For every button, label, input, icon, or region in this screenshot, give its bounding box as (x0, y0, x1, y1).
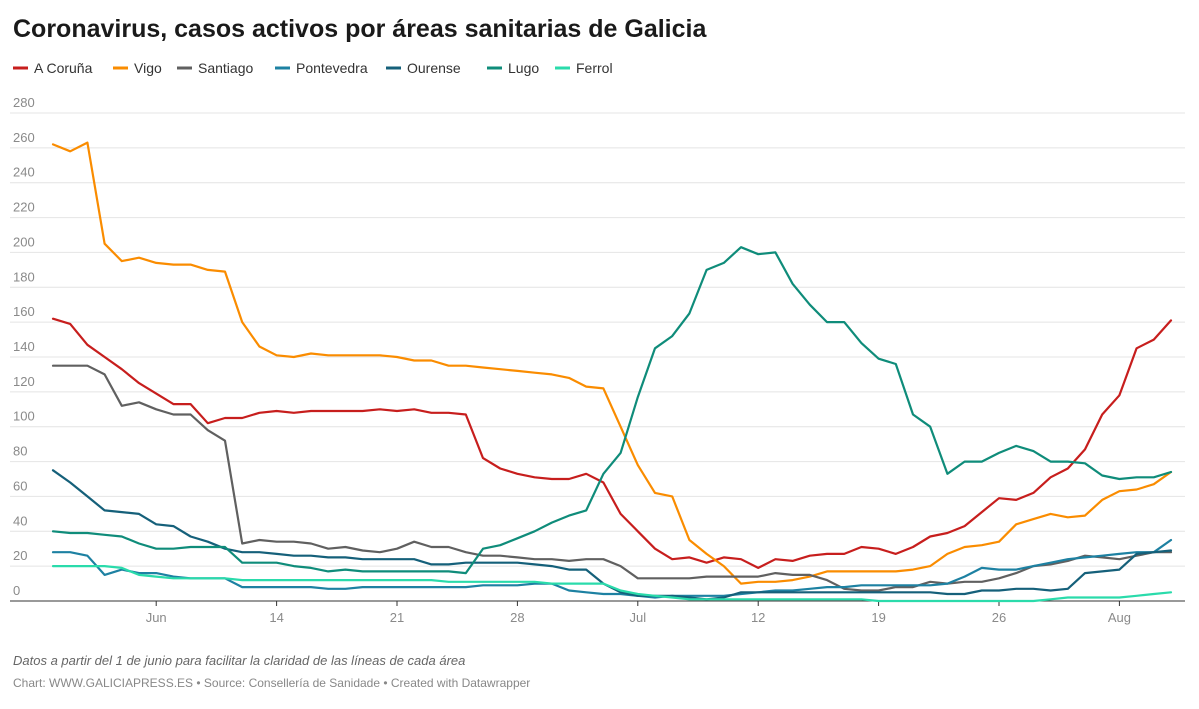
x-tick-label: Jul (629, 610, 646, 625)
y-tick-label: 240 (13, 165, 35, 180)
series-line (51, 246, 1173, 575)
legend-label: Pontevedra (296, 60, 368, 76)
legend-label: A Coruña (34, 60, 93, 76)
y-tick-label: 160 (13, 304, 35, 319)
x-tick-label: 19 (871, 610, 885, 625)
y-tick-label: 140 (13, 339, 35, 354)
legend-label: Ourense (407, 60, 461, 76)
legend-label: Ferrol (576, 60, 613, 76)
series-line (51, 364, 1173, 592)
legend-label: Santiago (198, 60, 253, 76)
legend-label: Vigo (134, 60, 162, 76)
series-line (51, 565, 1173, 603)
series-line (51, 317, 1173, 569)
legend: A Coruña Vigo Santiago Pontevedra Ourense Lug… (13, 60, 613, 76)
y-tick-label: 180 (13, 269, 35, 284)
chart-note: Datos a partir del 1 de junio para facil… (13, 653, 465, 668)
x-tick-label: Jun (146, 610, 167, 625)
y-tick-label: 280 (13, 95, 35, 110)
y-tick-label: 220 (13, 200, 35, 215)
series-line (51, 469, 1173, 601)
chart-title: Coronavirus, casos activos por áreas san… (13, 15, 707, 43)
x-tick-label: 14 (269, 610, 283, 625)
y-tick-label: 60 (13, 478, 27, 493)
x-tick-label: 26 (992, 610, 1006, 625)
y-tick-label: 80 (13, 444, 27, 459)
x-tick-label: 21 (390, 610, 404, 625)
y-tick-label: 100 (13, 409, 35, 424)
lines (51, 141, 1173, 603)
x-tick-label: Aug (1108, 610, 1131, 625)
x-tick-label: 28 (510, 610, 524, 625)
x-tick-label: 12 (751, 610, 765, 625)
y-tick-label: 260 (13, 130, 35, 145)
series-line (51, 538, 1173, 599)
grid: 0 20 40 60 80 100 120 140 160 180 200 220 240 260 280 J… (10, 95, 1185, 625)
y-tick-label: 40 (13, 513, 27, 528)
y-tick-label: 0 (13, 583, 20, 598)
chart-footer: Chart: WWW.GALICIAPRESS.ES • Source: Con… (13, 676, 530, 690)
series-line (51, 141, 1173, 585)
y-tick-label: 120 (13, 374, 35, 389)
y-tick-label: 200 (13, 234, 35, 249)
legend-label: Lugo (508, 60, 539, 76)
y-tick-label: 20 (13, 548, 27, 563)
